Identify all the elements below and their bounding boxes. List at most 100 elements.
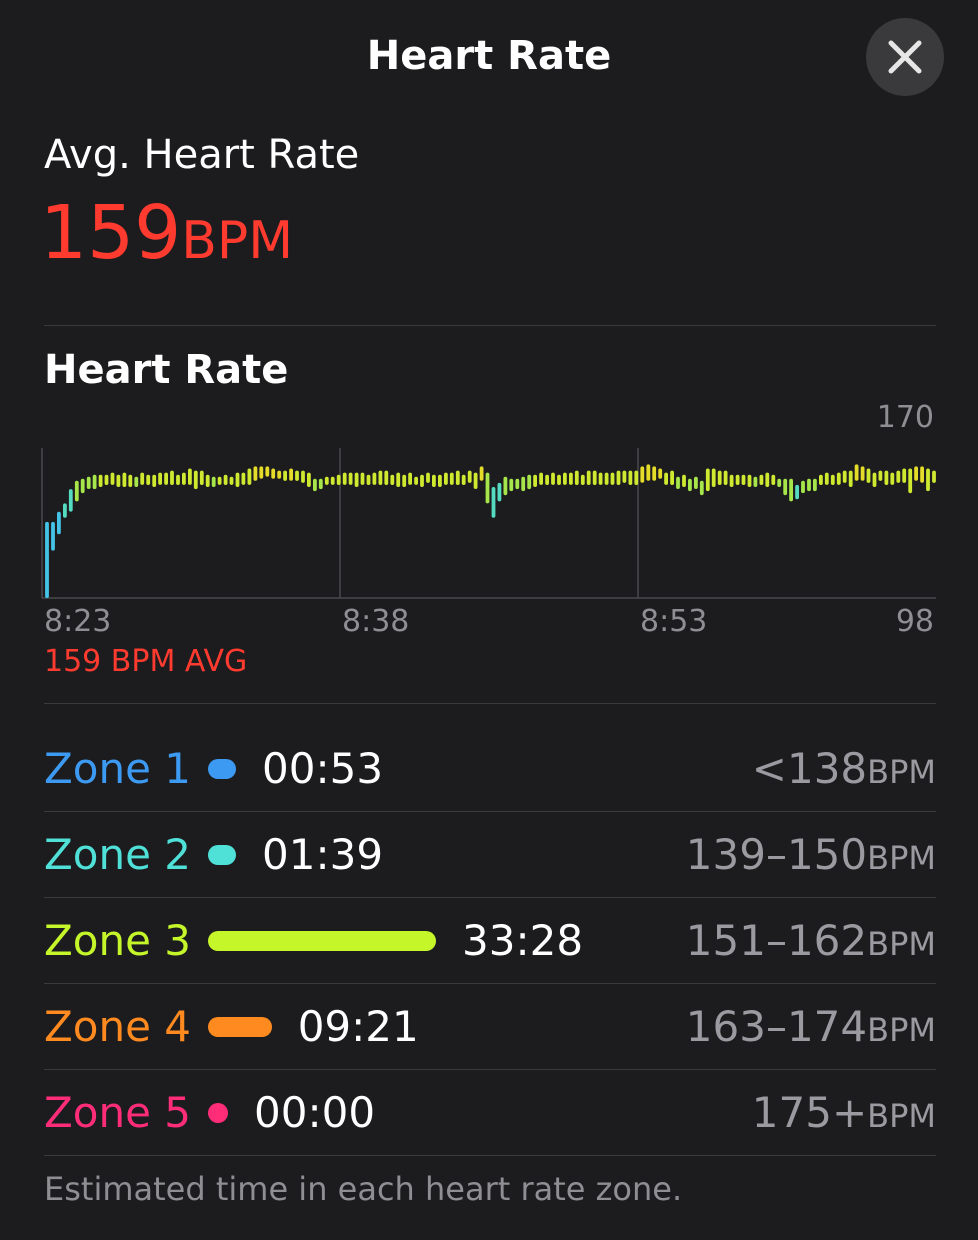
chart-bar [539,472,543,485]
chart-bar [259,466,264,479]
chart-bar [926,468,930,492]
chart-bar [836,472,841,485]
chart-bar [122,472,127,487]
chart-bar [176,474,180,485]
zone-range-unit: BPM [867,839,936,877]
chart-bar [51,521,55,551]
zone-range-value: 151–162 [685,916,868,965]
chart-bar [819,474,823,485]
zone-bar [208,931,436,951]
chart-bar [170,470,174,485]
chart-bar [318,478,323,490]
chart-bar [265,466,270,477]
chart-bar [866,468,871,483]
chart-bar [289,468,293,481]
chart-bar [313,478,317,492]
x-axis-tick-label: 8:53 [640,604,707,639]
zone-row: Zone 3 33:28 151–162BPM [44,898,936,984]
chart-bar [741,474,746,485]
chart-bar [646,464,651,481]
divider [44,325,936,326]
chart-bar [920,466,924,483]
divider [44,703,936,704]
chart-bar [384,470,389,485]
divider [44,983,936,984]
chart-bar [164,472,168,485]
chart-bar [527,474,532,490]
avg-heart-rate-number: 159 [40,190,182,276]
chart-bar [515,478,520,490]
chart-bar [199,470,204,485]
avg-heart-rate-value: 159BPM [40,188,293,298]
chart-bar [432,474,436,487]
zone-time: 01:39 [262,830,384,879]
chart-bar [860,466,865,481]
chart-bar [283,470,287,481]
chart-bar [598,472,603,485]
chart-bar [622,470,627,483]
chart-bar [140,472,145,485]
chart-bar [188,468,192,485]
chart-bar [557,474,561,485]
chart-bar [676,476,680,489]
x-axis-tick-label: 8:23 [44,604,111,639]
chart-bar [354,472,359,487]
chart-bar [574,470,579,485]
zone-time: 09:21 [297,1002,419,1051]
chart-bar [223,474,228,485]
chart-bar [610,472,615,485]
divider [44,897,936,898]
heart-rate-chart: 170 98 8:23 8:38 8:53 [41,400,936,639]
avg-heart-rate-unit: BPM [181,211,294,271]
page-title: Heart Rate [366,33,612,79]
chart-bar [664,472,668,485]
zone-range: 139–150BPM [686,830,936,883]
chart-bar [235,472,240,487]
chart-bar [533,474,537,487]
chart-bar [295,470,299,481]
chart-bar [467,470,472,483]
chart-bar [854,464,859,481]
chart-bar [307,472,311,487]
chart-bar [104,474,109,485]
zone-range-unit: BPM [867,1097,936,1135]
y-axis-min-label: 98 [896,604,934,639]
chart-bar [63,503,67,518]
chart-bar [711,468,716,487]
chart-bar [699,480,704,496]
zone-range: 151–162BPM [686,916,936,969]
chart-average-label: 159 BPM AVG [44,644,248,679]
chart-bar [759,474,764,485]
close-button[interactable] [866,18,944,96]
chart-bar [491,487,496,518]
chart-bar [801,480,805,494]
chart-bar [128,474,133,487]
avg-heart-rate-label: Avg. Heart Rate [44,132,360,178]
chart-bar [771,474,776,485]
zone-row: Zone 4 09:21 163–174BPM [44,984,936,1070]
chart-bar [378,470,383,485]
chart-bar [360,472,365,485]
zone-name: Zone 1 [44,744,191,793]
chart-bar [729,474,734,487]
chart-bar [830,474,835,485]
chart-bar [271,468,276,479]
zone-bar [208,845,236,865]
chart-bar [277,470,282,479]
chart-bar [717,470,722,485]
chart-bar [390,474,395,485]
chart-bar [628,470,633,485]
chart-bar [182,472,186,485]
chart-bar [366,474,371,485]
chart-bar [372,472,377,485]
divider [44,1069,936,1070]
chart-bar [449,472,454,485]
chart-bar [563,472,567,485]
chart-bar [86,476,91,489]
zone-time: 00:00 [254,1088,376,1137]
chart-bar [420,474,424,487]
zone-name: Zone 4 [44,1002,191,1051]
chart-bar [872,472,877,487]
chart-bar [473,472,478,489]
chart-bar [640,466,645,483]
